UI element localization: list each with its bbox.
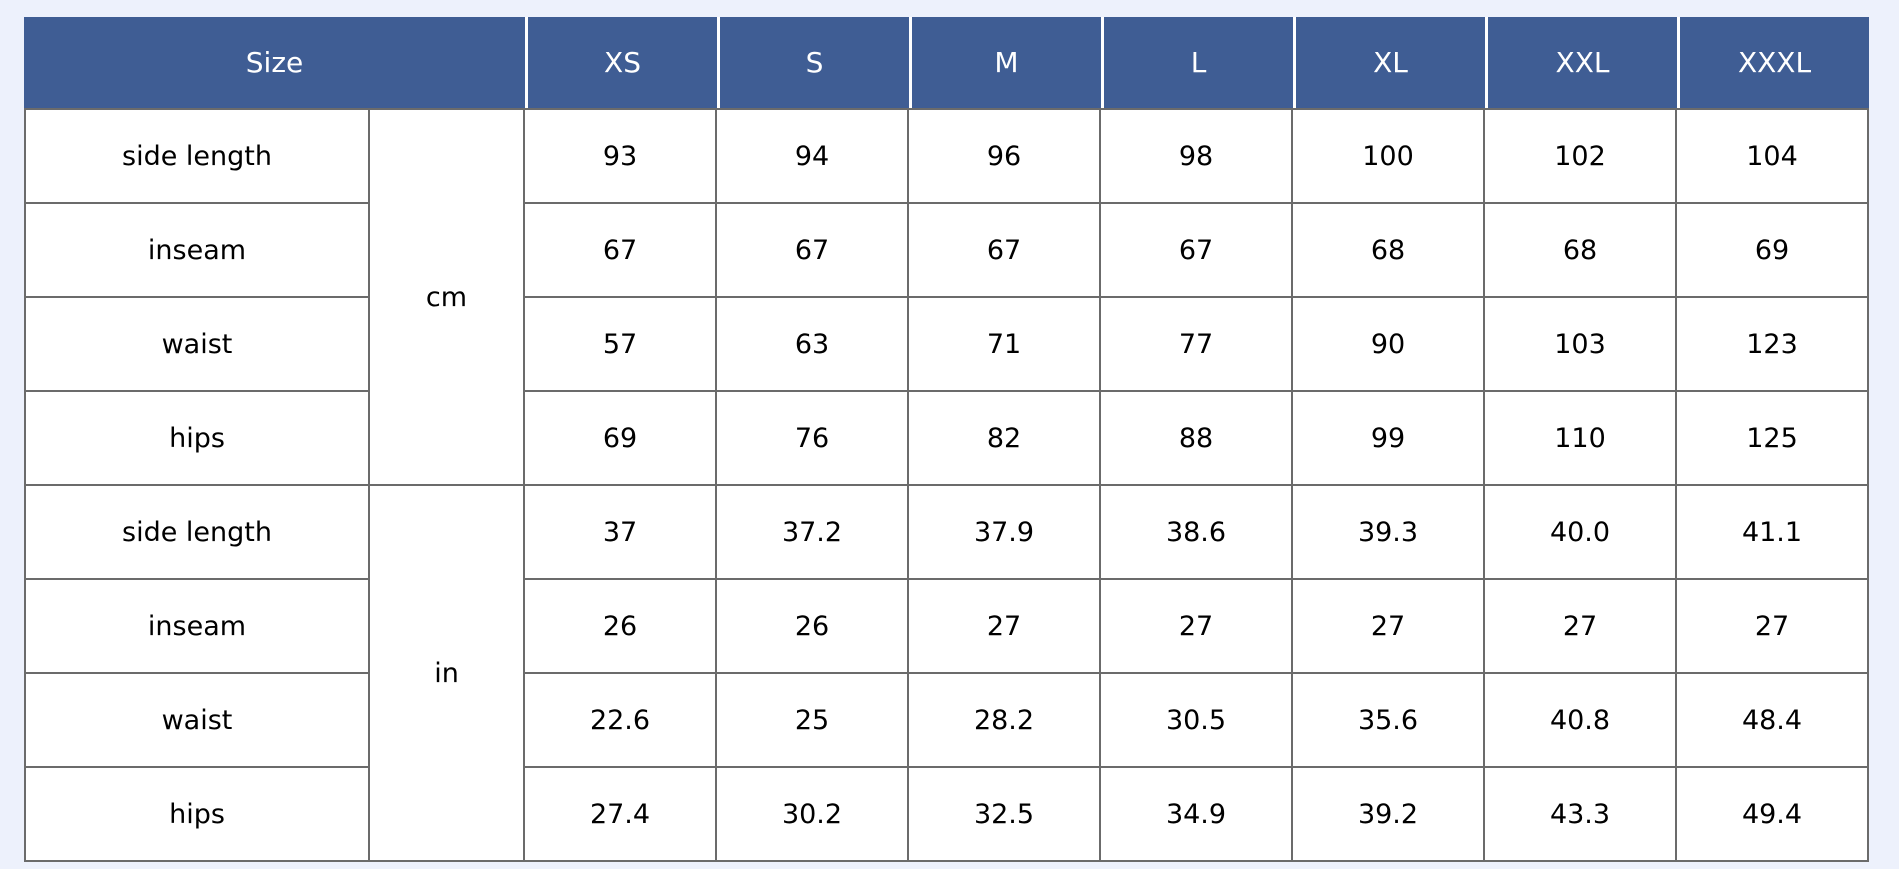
value-cell: 76 (717, 392, 910, 486)
value-cell: 34.9 (1101, 768, 1294, 862)
value-cell: 27.4 (525, 768, 718, 862)
value-cell: 71 (909, 298, 1102, 392)
value-cell: 28.2 (909, 674, 1102, 768)
measurement-label: side length (24, 486, 370, 580)
value-cell: 37 (525, 486, 718, 580)
value-cell: 25 (717, 674, 910, 768)
measurement-label: hips (24, 392, 370, 486)
table-row: side length in 37 37.2 37.9 38.6 39.3 40… (24, 486, 1870, 862)
value-cell: 102 (1485, 108, 1678, 204)
measurement-label: inseam (24, 580, 370, 674)
value-cell: 69 (1677, 204, 1870, 298)
header-row: Size XS S M L XL XXL XXXL (24, 17, 1870, 108)
measurement-label: waist (24, 674, 370, 768)
value-cell: 43.3 (1485, 768, 1678, 862)
value-cell: 27 (1485, 580, 1678, 674)
value-cell: 90 (1293, 298, 1486, 392)
value-cell: 110 (1485, 392, 1678, 486)
unit-label-cm: cm (370, 108, 526, 486)
value-cell: 67 (717, 204, 910, 298)
value-cell: 67 (525, 204, 718, 298)
value-cell: 27 (1677, 580, 1870, 674)
col-header-xl: XL (1293, 17, 1486, 108)
table-row: inseam 26 26 27 27 27 27 27 (24, 580, 1870, 674)
value-cell: 125 (1677, 392, 1870, 486)
value-cell: 68 (1485, 204, 1678, 298)
table-row: waist 22.6 25 28.2 30.5 35.6 40.8 48.4 (24, 674, 1870, 768)
value-cell: 48.4 (1677, 674, 1870, 768)
value-cell: 40.0 (1485, 486, 1678, 580)
value-cell: 49.4 (1677, 768, 1870, 862)
value-cell: 67 (1101, 204, 1294, 298)
col-header-xs: XS (525, 17, 718, 108)
col-header-l: L (1101, 17, 1294, 108)
value-cell: 94 (717, 108, 910, 204)
value-cell: 39.3 (1293, 486, 1486, 580)
table-row: waist 57 63 71 77 90 103 123 (24, 298, 1870, 392)
value-cell: 98 (1101, 108, 1294, 204)
value-cell: 39.2 (1293, 768, 1486, 862)
size-corner-header: Size (24, 17, 526, 108)
measurement-label: side length (24, 108, 370, 204)
value-cell: 37.9 (909, 486, 1102, 580)
value-cell: 69 (525, 392, 718, 486)
value-cell: 104 (1677, 108, 1870, 204)
value-cell: 123 (1677, 298, 1870, 392)
table-row: inseam 67 67 67 67 68 68 69 (24, 204, 1870, 298)
value-cell: 93 (525, 108, 718, 204)
value-cell: 96 (909, 108, 1102, 204)
value-cell: 88 (1101, 392, 1294, 486)
col-header-s: S (717, 17, 910, 108)
value-cell: 57 (525, 298, 718, 392)
measurement-label: waist (24, 298, 370, 392)
table-row: hips 27.4 30.2 32.5 34.9 39.2 43.3 49.4 (24, 768, 1870, 862)
table-row: side length cm 93 94 96 98 100 102 104 (24, 108, 1870, 486)
col-header-m: M (909, 17, 1102, 108)
value-cell: 37.2 (717, 486, 910, 580)
value-cell: 82 (909, 392, 1102, 486)
value-cell: 26 (717, 580, 910, 674)
value-cell: 32.5 (909, 768, 1102, 862)
value-cell: 26 (525, 580, 718, 674)
value-cell: 30.2 (717, 768, 910, 862)
col-header-xxxl: XXXL (1677, 17, 1870, 108)
measurement-label: hips (24, 768, 370, 862)
value-cell: 67 (909, 204, 1102, 298)
col-header-xxl: XXL (1485, 17, 1678, 108)
value-cell: 22.6 (525, 674, 718, 768)
value-cell: 103 (1485, 298, 1678, 392)
value-cell: 40.8 (1485, 674, 1678, 768)
value-cell: 27 (1293, 580, 1486, 674)
table-row: hips 69 76 82 88 99 110 125 (24, 392, 1870, 486)
size-chart-table: Size XS S M L XL XXL XXXL side length cm… (24, 17, 1870, 862)
value-cell: 27 (909, 580, 1102, 674)
measurement-label: inseam (24, 204, 370, 298)
value-cell: 38.6 (1101, 486, 1294, 580)
value-cell: 100 (1293, 108, 1486, 204)
value-cell: 27 (1101, 580, 1294, 674)
value-cell: 99 (1293, 392, 1486, 486)
value-cell: 35.6 (1293, 674, 1486, 768)
value-cell: 68 (1293, 204, 1486, 298)
unit-label-in: in (370, 486, 526, 862)
value-cell: 30.5 (1101, 674, 1294, 768)
value-cell: 63 (717, 298, 910, 392)
value-cell: 77 (1101, 298, 1294, 392)
value-cell: 41.1 (1677, 486, 1870, 580)
